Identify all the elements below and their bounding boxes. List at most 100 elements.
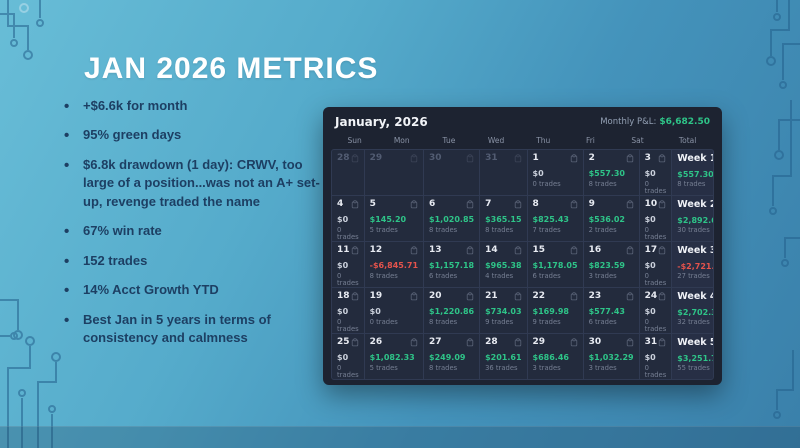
calendar-day-cell[interactable]: 30	[424, 150, 480, 195]
journal-icon[interactable]	[351, 246, 359, 255]
journal-icon[interactable]	[658, 246, 666, 255]
calendar-day-cell[interactable]: 17 $0 0 trades	[639, 242, 672, 287]
week-trades: 55 trades	[677, 364, 710, 373]
calendar-day-cell[interactable]: 18 $0 0 trades	[332, 288, 364, 333]
day-cell-header: 21	[485, 292, 521, 301]
calendar-day-cell[interactable]: 14 $965.38 4 trades	[480, 242, 527, 287]
journal-icon[interactable]	[351, 338, 359, 347]
calendar-day-cell[interactable]: 5 $145.20 5 trades	[364, 196, 424, 241]
calendar-day-cell[interactable]: 8 $825.43 7 trades	[527, 196, 583, 241]
journal-icon[interactable]	[351, 200, 359, 209]
calendar-day-cell[interactable]: 29	[364, 150, 424, 195]
week-total-cell: Week 5 $3,251.7855 trades	[672, 334, 713, 379]
day-cell-header: 31	[485, 154, 521, 163]
journal-icon[interactable]	[626, 246, 634, 255]
day-trades: 0 trades	[532, 179, 561, 188]
day-number: 16	[588, 245, 602, 255]
calendar-day-cell[interactable]: 3 $0 0 trades	[639, 150, 672, 195]
journal-icon[interactable]	[466, 200, 474, 209]
calendar-day-cell[interactable]: 20 $1,220.86 8 trades	[424, 288, 480, 333]
calendar-day-cell[interactable]: 28	[332, 150, 364, 195]
journal-icon[interactable]	[514, 154, 522, 163]
calendar-day-cell[interactable]: 24 $0 0 trades	[639, 288, 672, 333]
calendar-day-cell[interactable]: 19 $0 0 trades	[364, 288, 424, 333]
journal-icon[interactable]	[351, 154, 359, 163]
journal-icon[interactable]	[410, 200, 418, 209]
day-cell-header: 13	[429, 246, 474, 255]
journal-icon[interactable]	[410, 154, 418, 163]
journal-icon[interactable]	[410, 338, 418, 347]
journal-icon[interactable]	[626, 292, 634, 301]
calendar-day-cell[interactable]: 13 $1,157.18 6 trades	[424, 242, 480, 287]
calendar-day-cell[interactable]: 7 $365.15 8 trades	[480, 196, 527, 241]
week-label: Week 1	[677, 153, 714, 164]
calendar-day-cell[interactable]: 25 $0 0 trades	[332, 334, 364, 379]
weekday-header: Sun Mon Tue Wed Thu Fri Sat Total	[331, 134, 714, 149]
calendar-day-cell[interactable]: 22 $169.98 9 trades	[527, 288, 583, 333]
calendar-day-cell[interactable]: 15 $1,178.05 6 trades	[527, 242, 583, 287]
journal-icon[interactable]	[514, 246, 522, 255]
journal-icon[interactable]	[514, 338, 522, 347]
day-cell-header: 28	[337, 154, 359, 163]
calendar-day-cell[interactable]: 6 $1,020.85 8 trades	[424, 196, 480, 241]
day-pnl: $0	[369, 307, 381, 316]
calendar-day-cell[interactable]: 2 $557.30 8 trades	[583, 150, 639, 195]
calendar-day-cell[interactable]: 4 $0 0 trades	[332, 196, 364, 241]
journal-icon[interactable]	[514, 200, 522, 209]
slide-title: JAN 2026 METRICS	[84, 52, 379, 86]
calendar-day-cell[interactable]: 28 $201.61 36 trades	[480, 334, 527, 379]
calendar-day-cell[interactable]: 10 $0 0 trades	[639, 196, 672, 241]
journal-icon[interactable]	[570, 246, 578, 255]
journal-icon[interactable]	[570, 292, 578, 301]
bullet-item: 14% Acct Growth YTD	[62, 280, 330, 302]
journal-icon[interactable]	[466, 154, 474, 163]
day-number: 14	[485, 245, 498, 255]
journal-icon[interactable]	[570, 154, 578, 163]
journal-icon[interactable]	[466, 338, 474, 347]
journal-icon[interactable]	[626, 200, 634, 209]
calendar-day-cell[interactable]: 21 $734.03 9 trades	[480, 288, 527, 333]
calendar-day-cell[interactable]: 23 $577.43 6 trades	[583, 288, 639, 333]
calendar-day-cell[interactable]: 29 $686.46 3 trades	[527, 334, 583, 379]
journal-icon[interactable]	[570, 200, 578, 209]
journal-icon[interactable]	[658, 154, 666, 163]
journal-icon[interactable]	[514, 292, 522, 301]
calendar-day-cell[interactable]: 27 $249.09 8 trades	[424, 334, 480, 379]
journal-icon[interactable]	[626, 154, 634, 163]
day-trades: 6 trades	[532, 271, 561, 280]
day-trades: 0 trades	[337, 271, 359, 287]
day-pnl: $145.20	[369, 215, 407, 224]
circuit-decoration-right	[766, 0, 800, 419]
journal-icon[interactable]	[410, 246, 418, 255]
journal-icon[interactable]	[410, 292, 418, 301]
bullet-item: +$6.6k for month	[62, 96, 330, 118]
journal-icon[interactable]	[658, 292, 666, 301]
journal-icon[interactable]	[466, 246, 474, 255]
calendar-day-cell[interactable]: 16 $823.59 3 trades	[583, 242, 639, 287]
day-trades: 0 trades	[337, 225, 359, 241]
journal-icon[interactable]	[570, 338, 578, 347]
journal-icon[interactable]	[658, 200, 666, 209]
journal-icon[interactable]	[658, 338, 666, 347]
journal-icon[interactable]	[351, 292, 359, 301]
journal-icon[interactable]	[626, 338, 634, 347]
day-pnl: $686.46	[532, 353, 569, 362]
calendar-day-cell[interactable]: 11 $0 0 trades	[332, 242, 364, 287]
day-number: 11	[337, 245, 350, 255]
day-number: 6	[429, 199, 436, 209]
day-cell-header: 9	[589, 200, 634, 209]
day-number: 10	[644, 199, 658, 209]
week-total-cell: Week 3 -$2,721.5327 trades	[672, 242, 713, 287]
calendar-day-cell[interactable]: 1 $0 0 trades	[527, 150, 583, 195]
monthly-pnl: Monthly P&L: $6,682.50	[600, 117, 710, 127]
journal-icon[interactable]	[466, 292, 474, 301]
day-trades: 5 trades	[369, 225, 398, 234]
calendar-day-cell[interactable]: 9 $536.02 2 trades	[583, 196, 639, 241]
calendar-day-cell[interactable]: 31	[480, 150, 527, 195]
calendar-day-cell[interactable]: 26 $1,082.33 5 trades	[364, 334, 424, 379]
calendar-day-cell[interactable]: 30 $1,032.29 3 trades	[583, 334, 639, 379]
calendar-day-cell[interactable]: 31 $0 0 trades	[639, 334, 672, 379]
day-number: 3	[644, 153, 651, 163]
bullet-item: 67% win rate	[62, 221, 330, 243]
calendar-day-cell[interactable]: 12 -$6,845.71 8 trades	[364, 242, 424, 287]
